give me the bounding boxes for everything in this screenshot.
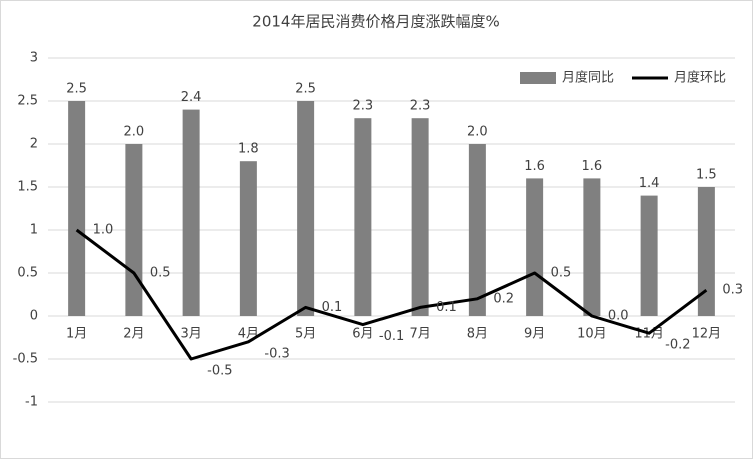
line-value-label: 0.5 xyxy=(551,266,572,281)
line-value-label: 0.3 xyxy=(722,283,743,298)
x-tick-label: 10月 xyxy=(577,327,607,342)
legend-label: 月度同比 xyxy=(562,70,614,86)
bar xyxy=(68,101,86,316)
legend-label: 月度环比 xyxy=(674,70,726,86)
y-tick-label: -0.5 xyxy=(13,352,38,367)
bar-value-label: 2.5 xyxy=(295,82,316,97)
line xyxy=(75,228,708,361)
bar xyxy=(583,178,601,316)
bar-value-label: 2.4 xyxy=(181,90,202,105)
y-tick-label: 1 xyxy=(30,223,38,238)
line-value-label: -0.1 xyxy=(379,329,404,344)
bar xyxy=(239,161,257,316)
line-value-label: 0.1 xyxy=(436,300,457,315)
bar-value-label: 2.5 xyxy=(66,82,87,97)
y-tick-label: 3 xyxy=(30,51,38,66)
line-value-label: 0.0 xyxy=(608,309,629,324)
y-tick-label: 2.5 xyxy=(17,94,38,109)
bar-value-label: 2.3 xyxy=(410,99,431,114)
x-tick-label: 4月 xyxy=(238,327,259,342)
y-tick-label: 0.5 xyxy=(17,266,38,281)
bar xyxy=(182,109,200,316)
bar xyxy=(354,118,372,316)
chart-title: 2014年居民消费价格月度涨跌幅度% xyxy=(252,13,499,31)
x-tick-label: 5月 xyxy=(295,327,316,342)
x-tick-label: 2月 xyxy=(123,327,144,342)
x-tick-label: 7月 xyxy=(409,327,430,342)
y-tick-label: 0 xyxy=(30,309,38,324)
bar-value-label: 1.6 xyxy=(524,159,545,174)
bar-value-label: 1.5 xyxy=(696,168,717,183)
bar-value-label: 1.4 xyxy=(639,176,660,191)
line-value-label: -0.3 xyxy=(264,346,289,361)
bar xyxy=(526,178,544,316)
bar xyxy=(125,144,143,316)
bar xyxy=(297,101,315,316)
x-tick-label: 3月 xyxy=(180,327,201,342)
bar-value-label: 1.6 xyxy=(582,159,603,174)
legend-swatch xyxy=(520,72,556,84)
x-tick-label: 9月 xyxy=(524,327,545,342)
bar xyxy=(468,144,486,316)
line-value-label: 0.5 xyxy=(150,266,171,281)
x-tick-label: 8月 xyxy=(467,327,488,342)
line-value-label: 0.2 xyxy=(493,291,514,306)
x-tick-label: 12月 xyxy=(692,327,722,342)
bar xyxy=(697,187,715,316)
bar-value-label: 2.3 xyxy=(353,99,374,114)
bar xyxy=(411,118,429,316)
y-tick-label: 1.5 xyxy=(17,180,38,195)
bar-value-label: 2.0 xyxy=(124,125,145,140)
line-value-label: -0.5 xyxy=(207,364,232,379)
y-tick-label: 2 xyxy=(30,137,38,152)
line-value-label: 1.0 xyxy=(93,223,114,238)
bar-value-label: 1.8 xyxy=(238,142,259,157)
y-tick-label: -1 xyxy=(25,395,38,410)
x-tick-label: 6月 xyxy=(352,327,373,342)
bar-value-label: 2.0 xyxy=(467,125,488,140)
x-tick-label: 1月 xyxy=(66,327,87,342)
line-value-label: 0.1 xyxy=(322,300,343,315)
bar xyxy=(640,195,658,316)
line-value-label: -0.2 xyxy=(665,338,690,353)
